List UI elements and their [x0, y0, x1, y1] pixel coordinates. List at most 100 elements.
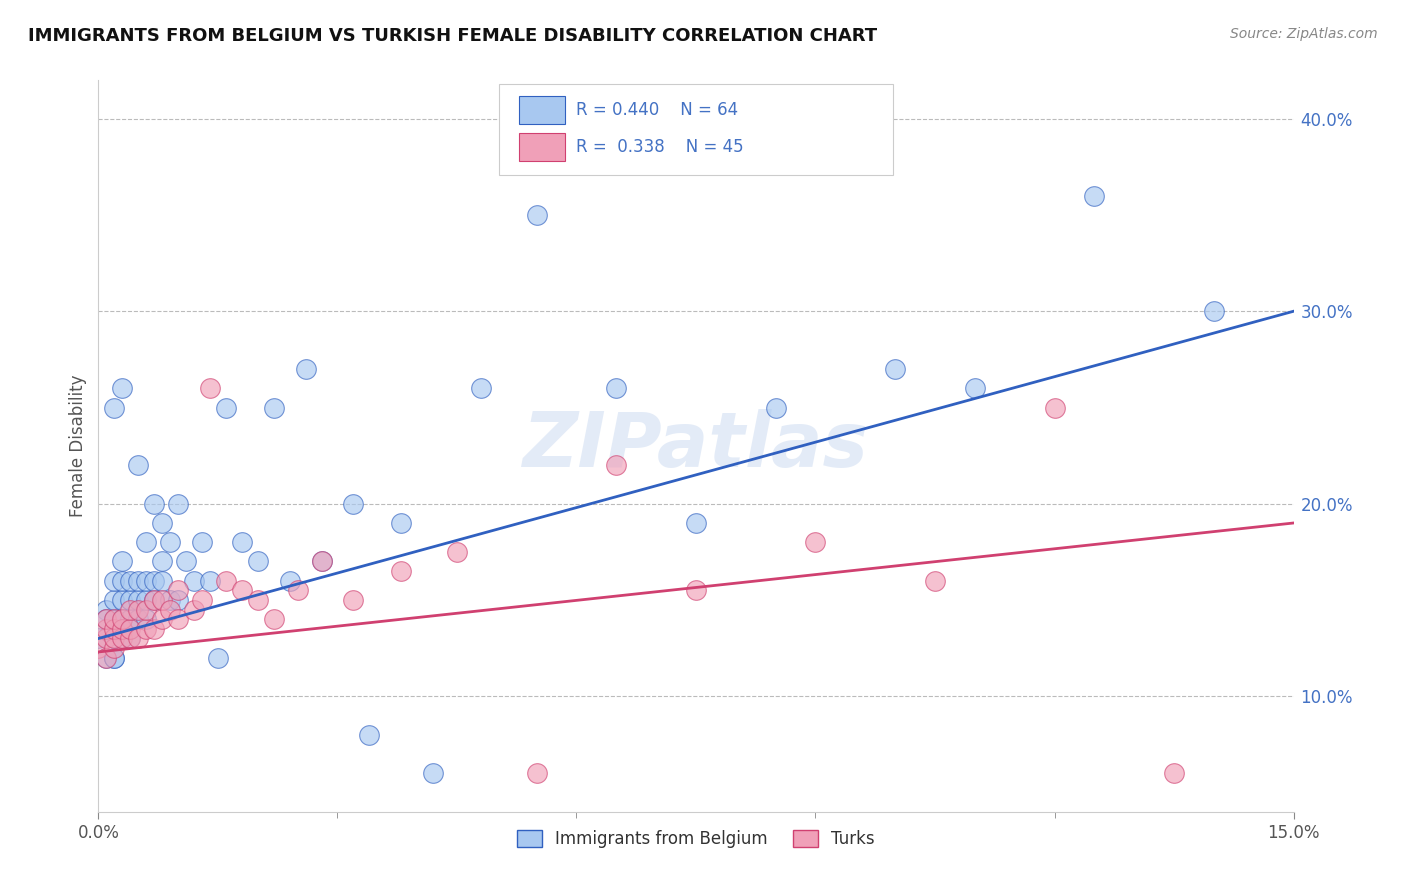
Point [96, 622, 118, 636]
Point [135, 622, 157, 636]
Point [103, 650, 125, 665]
Point [143, 497, 166, 511]
Text: ZIPatlas: ZIPatlas [523, 409, 869, 483]
Point [103, 401, 125, 415]
Point [422, 766, 444, 780]
Point [342, 593, 364, 607]
Point [96, 650, 118, 665]
Point [263, 401, 285, 415]
Point [103, 641, 125, 656]
Point [605, 381, 627, 395]
Legend: Immigrants from Belgium, Turks: Immigrants from Belgium, Turks [510, 823, 882, 855]
Point [183, 602, 205, 616]
Point [526, 208, 548, 222]
Point [96, 612, 118, 626]
Point [120, 632, 142, 646]
Point [389, 516, 412, 530]
Point [111, 632, 134, 646]
Point [526, 766, 548, 780]
Point [127, 593, 149, 607]
Point [127, 574, 149, 588]
Point [103, 650, 125, 665]
Point [159, 535, 181, 549]
Point [359, 728, 381, 742]
Point [111, 612, 134, 626]
Point [111, 612, 134, 626]
Point [96, 602, 118, 616]
Point [135, 574, 157, 588]
Point [183, 574, 205, 588]
Point [135, 612, 157, 626]
Point [167, 583, 190, 598]
Point [446, 545, 468, 559]
Point [685, 516, 707, 530]
Point [311, 554, 333, 568]
Point [143, 622, 166, 636]
Text: R =  0.338    N = 45: R = 0.338 N = 45 [576, 138, 744, 156]
Point [1202, 304, 1225, 318]
Point [103, 593, 125, 607]
Point [804, 535, 827, 549]
Point [103, 612, 125, 626]
Point [150, 574, 173, 588]
Point [231, 535, 253, 549]
Point [278, 574, 301, 588]
Text: Source: ZipAtlas.com: Source: ZipAtlas.com [1230, 27, 1378, 41]
Text: R = 0.440    N = 64: R = 0.440 N = 64 [576, 102, 738, 120]
Point [231, 583, 253, 598]
Point [263, 612, 285, 626]
Point [111, 554, 134, 568]
Point [246, 593, 269, 607]
Point [96, 632, 118, 646]
Point [215, 401, 238, 415]
Point [111, 574, 134, 588]
Point [1083, 188, 1105, 202]
Point [143, 593, 166, 607]
Point [135, 535, 157, 549]
Point [127, 458, 149, 473]
Point [924, 574, 946, 588]
Point [884, 362, 907, 376]
FancyBboxPatch shape [499, 84, 893, 176]
Point [167, 612, 190, 626]
Text: IMMIGRANTS FROM BELGIUM VS TURKISH FEMALE DISABILITY CORRELATION CHART: IMMIGRANTS FROM BELGIUM VS TURKISH FEMAL… [28, 27, 877, 45]
Point [96, 650, 118, 665]
Point [120, 574, 142, 588]
Point [103, 574, 125, 588]
Point [287, 583, 309, 598]
Point [198, 381, 221, 395]
Point [191, 535, 214, 549]
Point [103, 612, 125, 626]
Point [191, 593, 214, 607]
Bar [519, 133, 565, 161]
Point [1043, 401, 1066, 415]
Point [198, 574, 221, 588]
Point [159, 602, 181, 616]
Point [294, 362, 316, 376]
Point [120, 602, 142, 616]
Point [389, 564, 412, 578]
Point [174, 554, 197, 568]
Point [87, 641, 110, 656]
Point [96, 612, 118, 626]
Point [127, 602, 149, 616]
Point [111, 593, 134, 607]
Bar [519, 96, 565, 124]
Point [143, 574, 166, 588]
Point [120, 622, 142, 636]
Point [150, 593, 173, 607]
Point [1163, 766, 1185, 780]
Point [207, 650, 229, 665]
Point [143, 593, 166, 607]
Point [685, 583, 707, 598]
Point [111, 381, 134, 395]
Point [135, 602, 157, 616]
Point [103, 632, 125, 646]
Point [167, 593, 190, 607]
Point [150, 612, 173, 626]
Point [215, 574, 238, 588]
Point [311, 554, 333, 568]
Point [127, 612, 149, 626]
Point [111, 622, 134, 636]
Point [150, 554, 173, 568]
